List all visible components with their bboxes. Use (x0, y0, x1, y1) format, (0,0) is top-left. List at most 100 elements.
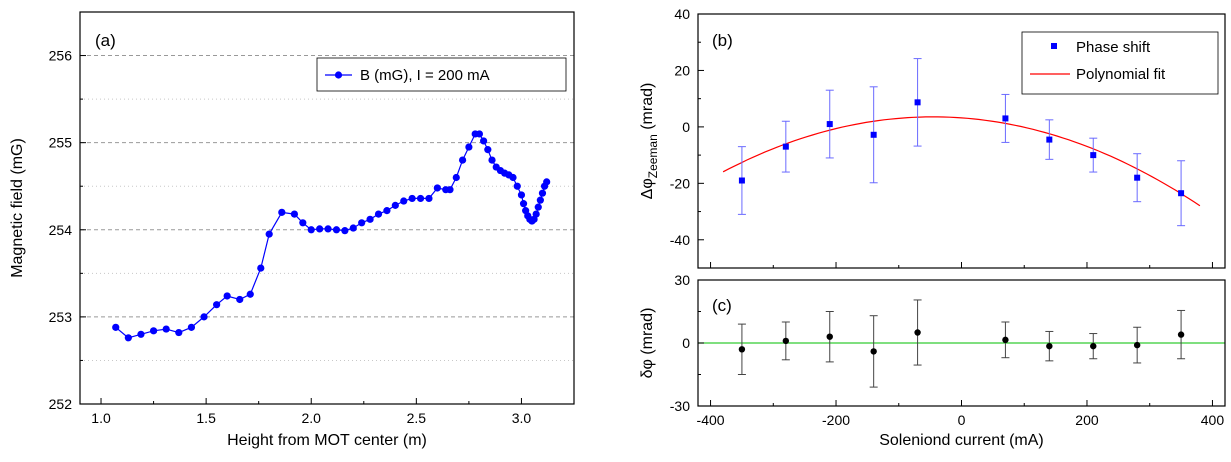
data-point (782, 337, 790, 345)
data-point (1133, 341, 1141, 349)
data-point (870, 131, 877, 138)
y-tick-label: 40 (674, 6, 690, 22)
data-point (517, 191, 526, 199)
y-tick-label: -40 (670, 232, 690, 248)
data-point (112, 323, 120, 331)
data-point (137, 330, 145, 338)
data-point (826, 121, 833, 128)
legend: Phase shift Polynomial fit (1021, 31, 1219, 95)
data-point (465, 143, 473, 151)
data-point (391, 201, 399, 209)
data-point (416, 194, 425, 203)
x-axis-title: Height from MOT center (m) (227, 432, 427, 449)
data-point (236, 295, 244, 304)
legend-label: Phase shift (1076, 39, 1151, 56)
data-point (452, 173, 460, 182)
plot-frame (79, 11, 575, 405)
data-point (738, 177, 745, 184)
x-tick-label: 1.5 (196, 410, 216, 426)
data-point (383, 207, 391, 215)
data-point (257, 264, 265, 272)
data-point (826, 333, 833, 340)
data-point (187, 323, 196, 331)
x-tick-label: 2.5 (407, 410, 427, 426)
legend-box (316, 57, 567, 92)
data-point (446, 186, 454, 194)
y-axis-title-subscript: Zeeman (646, 134, 660, 178)
y-tick-label: 256 (49, 48, 73, 64)
data-point (914, 99, 921, 106)
x-axis-title: Soleniond current (mA) (879, 432, 1044, 449)
x-tick-label: 200 (1075, 412, 1099, 428)
data-point (914, 329, 921, 336)
y-tick-label: 254 (49, 222, 73, 238)
data-point (870, 348, 877, 355)
data-point (278, 208, 286, 216)
legend-marker (334, 71, 343, 79)
data-point (332, 226, 341, 234)
data-point (1177, 331, 1185, 338)
y-tick-label: -30 (670, 398, 690, 414)
data-point (358, 219, 366, 227)
data-point (408, 194, 416, 203)
y-tick-label: 0 (682, 119, 690, 135)
data-point (1046, 136, 1053, 143)
data-point (223, 292, 231, 300)
data-point (534, 203, 542, 211)
data-point (1134, 174, 1141, 181)
legend-label: Polynomial fit (1076, 66, 1166, 83)
data-point (1178, 190, 1185, 197)
data-point (307, 226, 315, 234)
data-point (290, 210, 299, 218)
data-point (1090, 342, 1097, 350)
data-point (1002, 115, 1009, 122)
y-tick-label: 0 (682, 335, 690, 351)
panel-label: (b) (712, 31, 733, 50)
data-point (484, 146, 492, 154)
y-axis-title: δφ (mrad) (639, 308, 656, 379)
data-point (738, 346, 746, 353)
data-point (349, 224, 357, 232)
data-point (400, 197, 408, 205)
data-point (509, 173, 517, 182)
x-tick-label: 1.0 (91, 410, 111, 426)
data-point (513, 182, 521, 190)
y-tick-label: 253 (49, 309, 73, 325)
data-point (543, 178, 551, 186)
data-point (374, 210, 383, 218)
data-point (341, 227, 349, 235)
x-tick-label: -200 (822, 412, 850, 428)
data-point (433, 184, 441, 192)
data-point (124, 334, 132, 342)
x-tick-label: 2.0 (301, 410, 321, 426)
data-point (519, 200, 528, 208)
data-point (162, 325, 170, 333)
x-tick-label: -400 (697, 412, 725, 428)
data-point (536, 196, 544, 204)
y-tick-label: 30 (674, 272, 690, 288)
legend: B (mG), I = 200 mA (316, 57, 567, 92)
data-point (488, 156, 496, 164)
panel-b: -40 -20 0 20 40 ΔφZeeman (mrad) (b) Phase shift… (639, 6, 1226, 269)
data-point (200, 313, 208, 321)
y-axis-title: Magnetic field (mG) (9, 138, 26, 278)
legend-marker (1051, 43, 1057, 49)
data-point (324, 225, 332, 233)
panel-c: -400 -200 0 200 400 -30 0 30 Soleniond current (… (639, 272, 1226, 449)
data-point (366, 215, 374, 223)
data-point (475, 130, 484, 138)
x-tick-label: 3.0 (512, 410, 532, 426)
data-point (213, 301, 221, 309)
y-tick-label: 20 (674, 62, 690, 78)
data-point (316, 225, 324, 233)
data-point (246, 290, 254, 298)
y-tick-label: 252 (49, 396, 73, 412)
y-tick-label: 255 (49, 135, 73, 151)
data-point (265, 230, 273, 238)
y-axis-title-unit: (mrad) (639, 83, 656, 135)
series-line (115, 133, 548, 339)
data-point (1090, 152, 1097, 159)
data-point (425, 194, 433, 203)
data-point (149, 327, 158, 335)
y-tick-label: -20 (670, 175, 690, 191)
